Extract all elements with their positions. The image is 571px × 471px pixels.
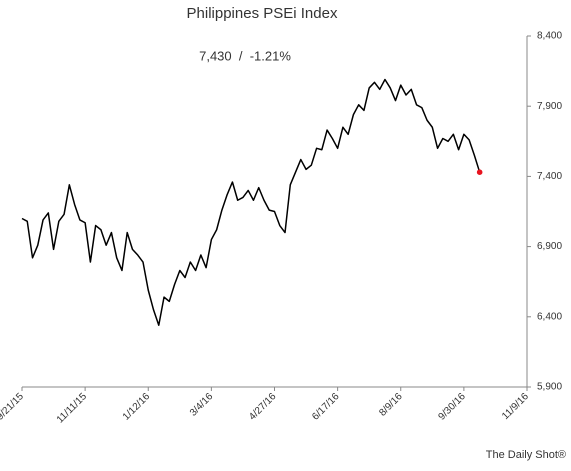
x-tick-label: 1/12/16 — [121, 391, 153, 423]
x-tick-label: 9/30/16 — [436, 391, 468, 423]
end-marker — [476, 169, 483, 175]
x-tick-label: 4/27/16 — [247, 391, 279, 423]
x-tick-label: 8/9/16 — [377, 391, 405, 419]
annotation: 7,430 / -1.21% — [199, 48, 291, 63]
y-tick-label: 7,900 — [537, 101, 562, 112]
y-tick-label: 7,400 — [537, 171, 562, 182]
y-tick-label: 8,400 — [537, 31, 562, 42]
x-tick-label: 11/11/15 — [55, 391, 90, 426]
x-tick-label: 11/9/16 — [500, 391, 531, 422]
source: The Daily Shot® — [486, 449, 566, 461]
y-tick-label: 6,400 — [537, 311, 562, 322]
y-tick-label: 6,900 — [537, 241, 562, 252]
x-tick-label: 3/4/16 — [188, 391, 216, 419]
line-series — [21, 78, 481, 326]
x-tick-label: 9/21/15 — [0, 391, 26, 423]
y-tick-label: 5,900 — [537, 382, 562, 393]
x-tick-label: 6/17/16 — [310, 391, 342, 423]
chart-title: Philippines PSEi Index — [187, 5, 338, 22]
